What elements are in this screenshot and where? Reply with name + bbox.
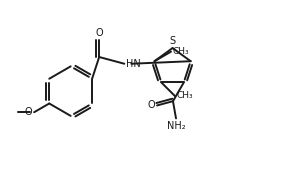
Text: O: O [95, 28, 103, 38]
Text: HN: HN [126, 59, 141, 69]
Text: CH₃: CH₃ [176, 91, 193, 100]
Text: O: O [25, 107, 32, 117]
Text: NH₂: NH₂ [167, 121, 185, 131]
Text: CH₃: CH₃ [173, 47, 189, 56]
Text: S: S [169, 36, 176, 46]
Text: O: O [148, 100, 155, 111]
